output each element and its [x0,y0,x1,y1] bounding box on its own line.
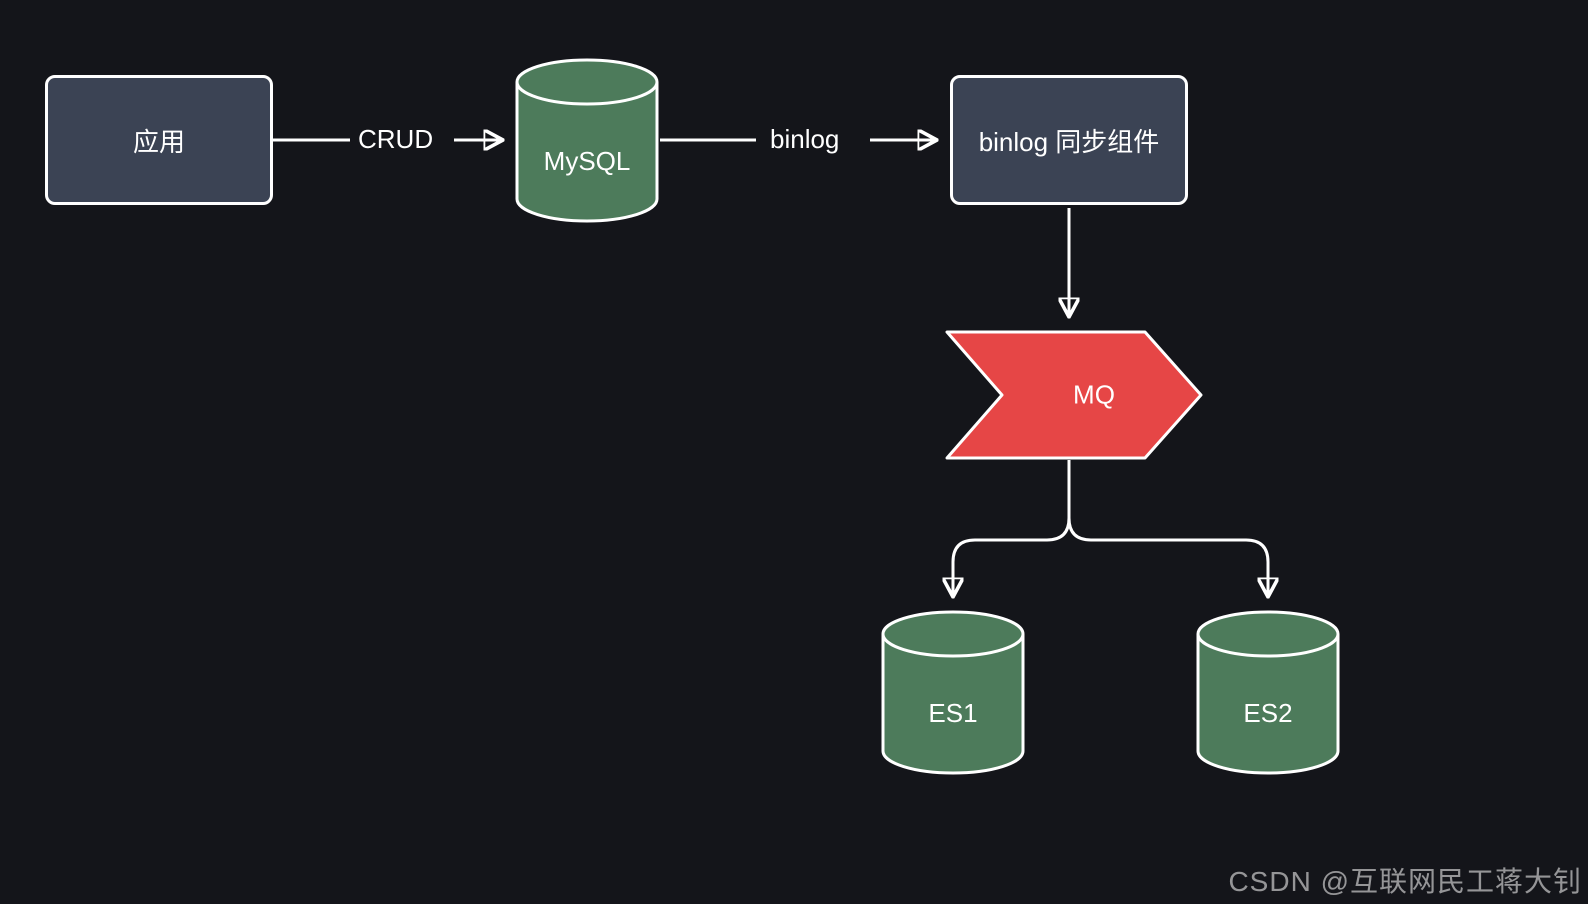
edge-mq-es1 [953,460,1069,594]
node-app-label: 应用 [133,122,185,159]
node-es2-label: ES2 [1195,698,1341,729]
node-mysql: MySQL [514,58,660,223]
node-es1: ES1 [880,610,1026,775]
watermark: CSDN @互联网民工蒋大钊 [1228,860,1582,900]
node-app: 应用 [45,75,273,205]
node-binlog-sync: binlog 同步组件 [950,75,1188,205]
node-es2: ES2 [1195,610,1341,775]
edge-label-binlog: binlog [770,124,839,155]
node-binlog-sync-label: binlog 同步组件 [979,122,1160,159]
edge-mq-es2 [1069,460,1268,594]
node-mq-label: MQ [965,380,1223,411]
node-mysql-label: MySQL [514,146,660,177]
node-es1-label: ES1 [880,698,1026,729]
edge-label-crud: CRUD [358,124,433,155]
node-mq: MQ [945,330,1203,460]
